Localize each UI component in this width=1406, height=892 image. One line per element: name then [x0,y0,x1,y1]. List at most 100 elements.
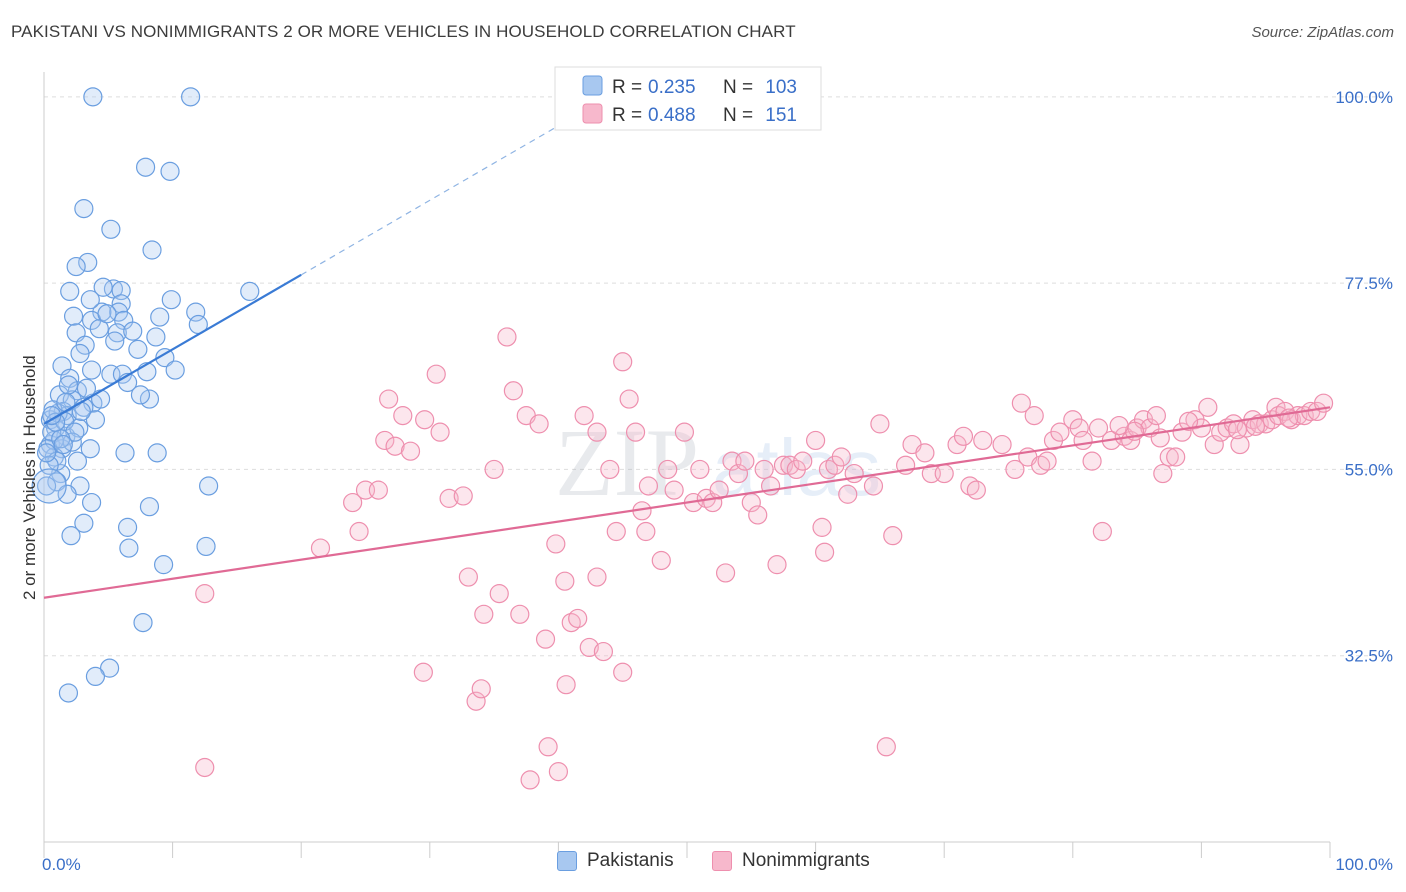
nonimmigrants-point-45 [613,662,633,682]
nonimmigrants-point-23 [489,584,509,604]
nonimmigrants-point-70 [773,455,794,475]
pakistanis-point-96 [90,389,111,409]
pakistanis-point-90 [123,321,143,341]
pakistanis-points [31,87,260,703]
pakistanis-point-3 [160,161,180,181]
nonimmigrants-point-79 [831,447,851,467]
nonimmigrants-point-76 [815,542,835,562]
pakistanis-point-50 [80,439,100,459]
pakistanis-point-63 [74,513,94,533]
nonimmigrants-point-68 [760,476,781,496]
pakistanis-point-1 [181,87,201,107]
x-tick-label-start: 0.0% [42,855,81,874]
nonimmigrants-point-53 [658,459,678,480]
chart-title: PAKISTANI VS NONIMMIGRANTS 2 OR MORE VEH… [11,22,796,41]
nonimmigrants-point-124 [1198,397,1218,417]
stats-r-value-0: 0.235 [648,77,696,98]
pakistanis-point-30 [81,360,102,380]
nonimmigrants-point-1 [195,584,215,604]
nonimmigrants-point-81 [844,463,864,484]
stats-legend-swatch-0 [582,75,603,96]
bottom-legend: Pakistanis Nonimmigrants [0,850,1406,880]
pakistanis-point-94 [42,406,62,426]
nonimmigrants-point-73 [793,451,813,471]
pakistanis-point-99 [53,434,73,455]
pakistanis-point-9 [60,281,80,302]
nonimmigrants-point-12 [413,662,433,682]
x-tick-labels: 0.0% 100.0% [42,855,1393,874]
nonimmigrants-point-92 [953,426,974,446]
nonimmigrants-point-51 [638,476,659,496]
nonimmigrants-point-5 [349,521,369,542]
nonimmigrants-point-18 [458,567,478,587]
nonimmigrants-point-20 [471,679,491,699]
stats-n-label-0: N = [723,77,753,98]
pakistanis-point-44 [85,410,106,430]
nonimmigrants-point-117 [1146,406,1166,426]
nonimmigrants-point-104 [1050,422,1070,442]
legend-label-nonimmigrants: Nonimmigrants [742,850,870,871]
nonimmigrants-point-42 [593,641,614,662]
pakistanis-point-91 [80,290,100,310]
pakistanis-point-31 [101,364,121,384]
nonimmigrants-point-26 [510,604,530,624]
pakistanis-point-68 [153,555,174,575]
nonimmigrants-point-94 [966,480,986,500]
pakistanis-point-83 [105,331,125,351]
legend-item-pakistanis[interactable]: Pakistanis [557,850,674,872]
nonimmigrants-point-120 [1166,447,1186,467]
y-tick-label-3: 100.0% [1335,88,1393,107]
nonimmigrants-point-9 [385,436,405,456]
legend-swatch-nonimmigrants [712,851,732,871]
pakistanis-point-7 [78,252,98,273]
pakistanis-point-60 [81,492,102,513]
nonimmigrants-point-43 [600,459,620,480]
nonimmigrants-point-98 [1011,393,1031,413]
nonimmigrants-point-0 [195,757,215,778]
pakistanis-point-85 [65,422,85,442]
nonimmigrants-point-63 [728,463,749,484]
nonimmigrants-point-66 [748,505,768,525]
pakistanis-point-53 [147,443,167,463]
nonimmigrants-point-64 [735,451,755,471]
pakistanis-point-58 [199,476,219,496]
nonimmigrants-point-24 [497,327,517,347]
pakistanis-point-82 [58,375,79,395]
pakistanis-point-13 [161,290,181,310]
pakistanis-point-0 [83,87,103,107]
legend-item-nonimmigrants[interactable]: Nonimmigrants [712,850,870,872]
nonimmigrants-point-7 [375,430,395,451]
nonimmigrants-point-38 [574,406,594,426]
nonimmigrants-point-30 [535,629,556,649]
nonimmigrants-point-10 [393,406,413,426]
nonimmigrants-point-96 [992,434,1012,455]
pakistanis-point-67 [196,536,216,557]
nonimmigrants-point-47 [619,389,639,409]
nonimmigrants-point-32 [546,534,566,554]
nonimmigrants-point-37 [568,608,588,629]
nonimmigrants-point-106 [1069,418,1089,438]
nonimmigrants-point-19 [466,691,486,711]
legend-swatch-pakistanis [557,851,577,871]
nonimmigrants-point-29 [529,414,549,434]
stats-n-label-1: N = [723,105,753,126]
stats-legend-swatch-1 [582,103,603,124]
pakistanis-point-25 [89,319,109,339]
nonimmigrants-point-67 [754,459,774,480]
nonimmigrants-point-84 [876,737,896,757]
nonimmigrants-point-50 [636,521,656,542]
nonimmigrants-point-147 [1178,411,1199,431]
pakistanis-point-70 [99,658,120,678]
y-tick-labels: 32.5% 55.0% 77.5% 100.0% [1335,88,1393,666]
nonimmigrants-point-52 [651,550,671,571]
nonimmigrants-point-39 [579,637,599,658]
pakistanis-point-59 [57,484,77,504]
pakistanis-point-2 [135,157,156,177]
pakistanis-point-14 [240,281,260,302]
nonimmigrants-point-35 [556,675,576,695]
pakistanis-point-62 [36,476,57,496]
pakistanis-point-65 [61,526,81,546]
y-tick-label-1: 55.0% [1345,460,1393,479]
stats-n-value-0: 103 [765,77,797,98]
nonimmigrants-point-83 [870,414,890,434]
